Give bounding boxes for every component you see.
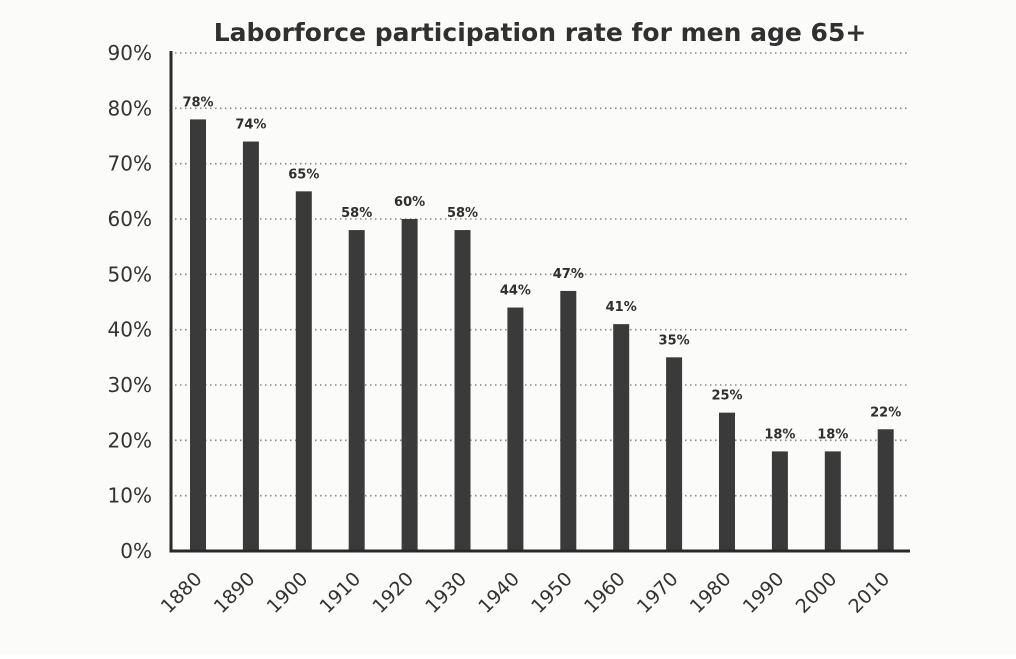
x-tick-label-1890: 1890	[210, 568, 260, 618]
bar-1960	[613, 324, 630, 551]
bar-1890	[242, 141, 259, 552]
data-label-1970: 35%	[659, 333, 690, 348]
data-label-1990: 18%	[764, 427, 795, 442]
data-label-1960: 41%	[606, 300, 637, 315]
y-tick-label: 10%	[108, 484, 152, 508]
bar-1930	[454, 230, 471, 552]
data-label-1940: 44%	[500, 284, 531, 299]
data-labels: 78% 74% 65% 58% 60% 58% 44% 47% 41% 35% 25% 18% 18% 2…	[182, 95, 901, 442]
data-label-2000: 18%	[817, 427, 848, 442]
data-label-1880: 78%	[182, 95, 213, 110]
data-label-1950: 47%	[553, 267, 584, 282]
x-tick-label-1930: 1930	[421, 568, 471, 618]
x-tick-label-1940: 1940	[474, 568, 524, 618]
bar-1990	[771, 451, 788, 551]
data-label-1900: 65%	[288, 167, 319, 182]
bar-1920	[401, 219, 418, 551]
data-label-2010: 22%	[870, 405, 901, 420]
y-tick-label: 20%	[108, 428, 152, 452]
data-label-1890: 74%	[235, 118, 266, 133]
bar-2000	[824, 451, 841, 551]
x-tick-label-1950: 1950	[527, 568, 577, 618]
x-tick-label-1960: 1960	[580, 568, 630, 618]
bar-2010	[877, 429, 894, 551]
bar-1940	[507, 307, 524, 551]
y-tick-label: 50%	[108, 262, 152, 286]
bar-1950	[560, 290, 577, 551]
data-label-1910: 58%	[341, 206, 372, 221]
bar-1970	[666, 357, 683, 551]
y-tick-label: 60%	[108, 207, 152, 231]
x-tick-label-1970: 1970	[633, 568, 683, 618]
gridlines	[175, 52, 910, 497]
x-axis: 1880 1890 1900 1910 1920 1930 1940 1950 1960 1970…	[157, 549, 910, 618]
x-tick-label-1980: 1980	[686, 568, 736, 618]
chart-title: Laborforce participation rate for men ag…	[214, 18, 867, 47]
bar-1980	[719, 412, 735, 551]
y-tick-label: 90%	[108, 41, 152, 65]
x-tick-label-2000: 2000	[792, 568, 842, 618]
y-tick-label: 70%	[108, 152, 152, 176]
y-tick-label: 0%	[120, 539, 152, 563]
data-label-1930: 58%	[447, 206, 478, 221]
data-label-1920: 60%	[394, 195, 425, 210]
y-tick-label: 80%	[108, 96, 152, 120]
bar-1900	[295, 191, 312, 552]
x-tick-label-1990: 1990	[739, 568, 789, 618]
bars	[190, 119, 894, 552]
y-axis: 0% 10% 20% 30% 40% 50% 60% 70% 80% 90%	[108, 41, 173, 563]
bar-1910	[348, 230, 365, 552]
x-tick-label-1880: 1880	[157, 568, 207, 618]
x-tick-label-1900: 1900	[263, 568, 313, 618]
x-tick-label-1920: 1920	[368, 568, 418, 618]
data-label-1980: 25%	[711, 389, 742, 404]
bar-1880	[190, 119, 206, 552]
y-tick-label: 40%	[108, 318, 152, 342]
x-tick-label-2010: 2010	[844, 568, 894, 618]
y-tick-label: 30%	[108, 373, 152, 397]
x-tick-label-1910: 1910	[315, 568, 365, 618]
